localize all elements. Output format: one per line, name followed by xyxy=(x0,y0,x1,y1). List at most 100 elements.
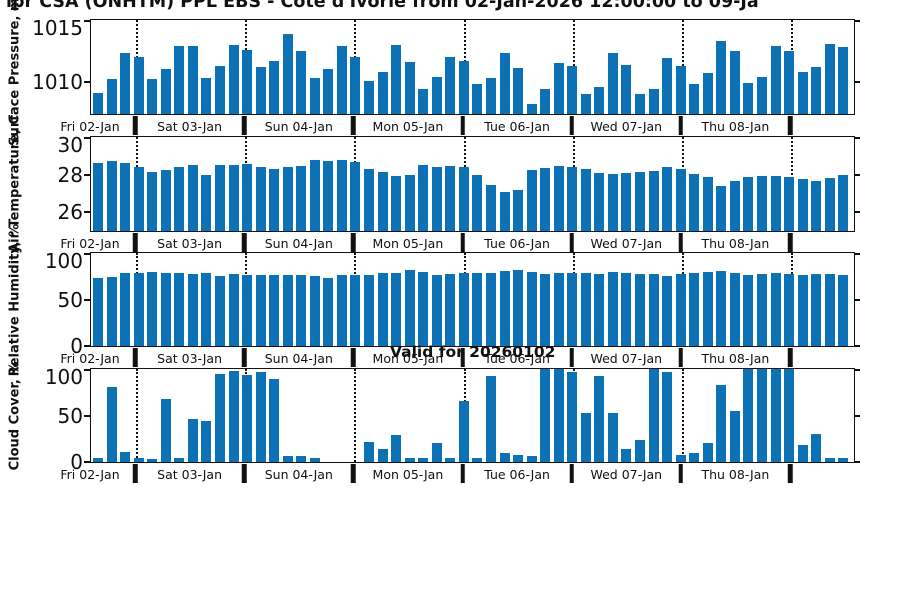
y-tick-mark xyxy=(854,173,860,176)
day-label: Tue 06-Jan xyxy=(484,467,550,482)
bar xyxy=(540,274,551,346)
bar xyxy=(228,370,239,462)
bar xyxy=(336,275,347,346)
day-boundary-tick xyxy=(132,116,138,135)
bar xyxy=(445,458,456,462)
y-tick-mark xyxy=(84,80,91,83)
y-tick-label: 50 xyxy=(57,403,83,428)
day-label: Fri 02-Jan xyxy=(60,236,120,251)
bar xyxy=(106,79,117,114)
y-tick-label: 1015 xyxy=(32,16,83,40)
bar xyxy=(391,176,402,231)
day-boundary-tick xyxy=(132,348,138,367)
bar xyxy=(716,41,727,114)
bar xyxy=(106,277,117,346)
day-boundary-tick xyxy=(132,464,138,483)
bar xyxy=(824,458,835,462)
bar xyxy=(689,173,700,231)
bar xyxy=(201,174,212,231)
bar xyxy=(242,49,253,114)
bar xyxy=(133,273,144,346)
bar xyxy=(174,273,185,346)
bar xyxy=(567,167,578,231)
bar xyxy=(445,57,456,114)
bar xyxy=(133,57,144,114)
bar xyxy=(621,273,632,346)
y-tick-mark xyxy=(854,211,860,214)
bar xyxy=(607,53,618,114)
bar xyxy=(580,412,591,462)
y-tick-mark xyxy=(84,414,91,417)
bar xyxy=(336,45,347,114)
day-label: Fri 02-Jan xyxy=(60,119,120,134)
day-boundary-tick xyxy=(678,116,684,135)
bar xyxy=(174,45,185,114)
bar xyxy=(309,276,320,346)
bar xyxy=(485,375,496,462)
day-boundary-tick xyxy=(678,464,684,483)
day-label: Sat 03-Jan xyxy=(157,351,223,366)
bar xyxy=(242,374,253,462)
bar xyxy=(147,79,158,114)
bar xyxy=(458,167,469,231)
bar xyxy=(431,76,442,114)
bar xyxy=(201,78,212,114)
day-label: Thu 08-Jan xyxy=(701,467,770,482)
y-tick-mark xyxy=(84,20,91,22)
day-boundary-tick xyxy=(569,464,574,483)
bar xyxy=(174,167,185,231)
bar xyxy=(214,165,225,231)
bar xyxy=(404,458,415,462)
bar xyxy=(770,273,781,346)
bar xyxy=(513,454,524,462)
y-tick-mark xyxy=(854,414,860,417)
bar xyxy=(743,177,754,231)
day-boundary-tick xyxy=(241,348,247,367)
bar xyxy=(187,165,198,231)
bar xyxy=(648,170,659,231)
bar xyxy=(567,371,578,462)
bar xyxy=(784,177,795,231)
bar xyxy=(242,164,253,231)
bar xyxy=(106,386,117,462)
bar xyxy=(499,53,510,114)
bar xyxy=(269,168,280,231)
bar xyxy=(323,160,334,231)
bar xyxy=(756,176,767,231)
bar xyxy=(784,369,795,462)
y-tick-label: 0 xyxy=(70,450,83,474)
bar xyxy=(418,89,429,114)
x-axis-day-label-row: Fri 02-Jan Sat 03-Jan Sun 04-Jan Mon 05-Jan… xyxy=(60,116,855,136)
bar xyxy=(824,43,835,114)
bar xyxy=(811,274,822,346)
day-boundary-line xyxy=(681,369,684,462)
bar xyxy=(729,50,740,114)
bar xyxy=(418,165,429,231)
bar xyxy=(526,455,537,462)
bar xyxy=(282,167,293,231)
day-label: Tue 06-Jan xyxy=(484,351,550,366)
bar xyxy=(391,435,402,462)
bar xyxy=(364,442,374,462)
y-tick-label: 100 xyxy=(44,249,83,273)
bar xyxy=(838,275,849,346)
y-tick-label: 1010 xyxy=(32,69,83,94)
figure-title: ipr CSA (ONHTM) PPL EBS - Cote d'Ivorie … xyxy=(6,0,759,12)
bar xyxy=(770,175,781,231)
bar xyxy=(201,273,212,346)
day-boundary-tick xyxy=(678,348,684,367)
bar xyxy=(621,172,632,231)
y-axis-title: Relative Humidity, % xyxy=(7,223,23,376)
bar xyxy=(214,65,225,114)
bar xyxy=(255,167,266,231)
bar xyxy=(716,384,727,462)
bar xyxy=(296,50,307,114)
day-label: Mon 05-Jan xyxy=(372,119,444,134)
bar xyxy=(350,57,361,114)
bar xyxy=(350,162,361,231)
bar xyxy=(458,400,469,462)
y-tick-mark xyxy=(854,137,860,139)
bar xyxy=(309,458,320,462)
day-boundary-tick xyxy=(569,348,574,367)
bar xyxy=(702,177,713,231)
